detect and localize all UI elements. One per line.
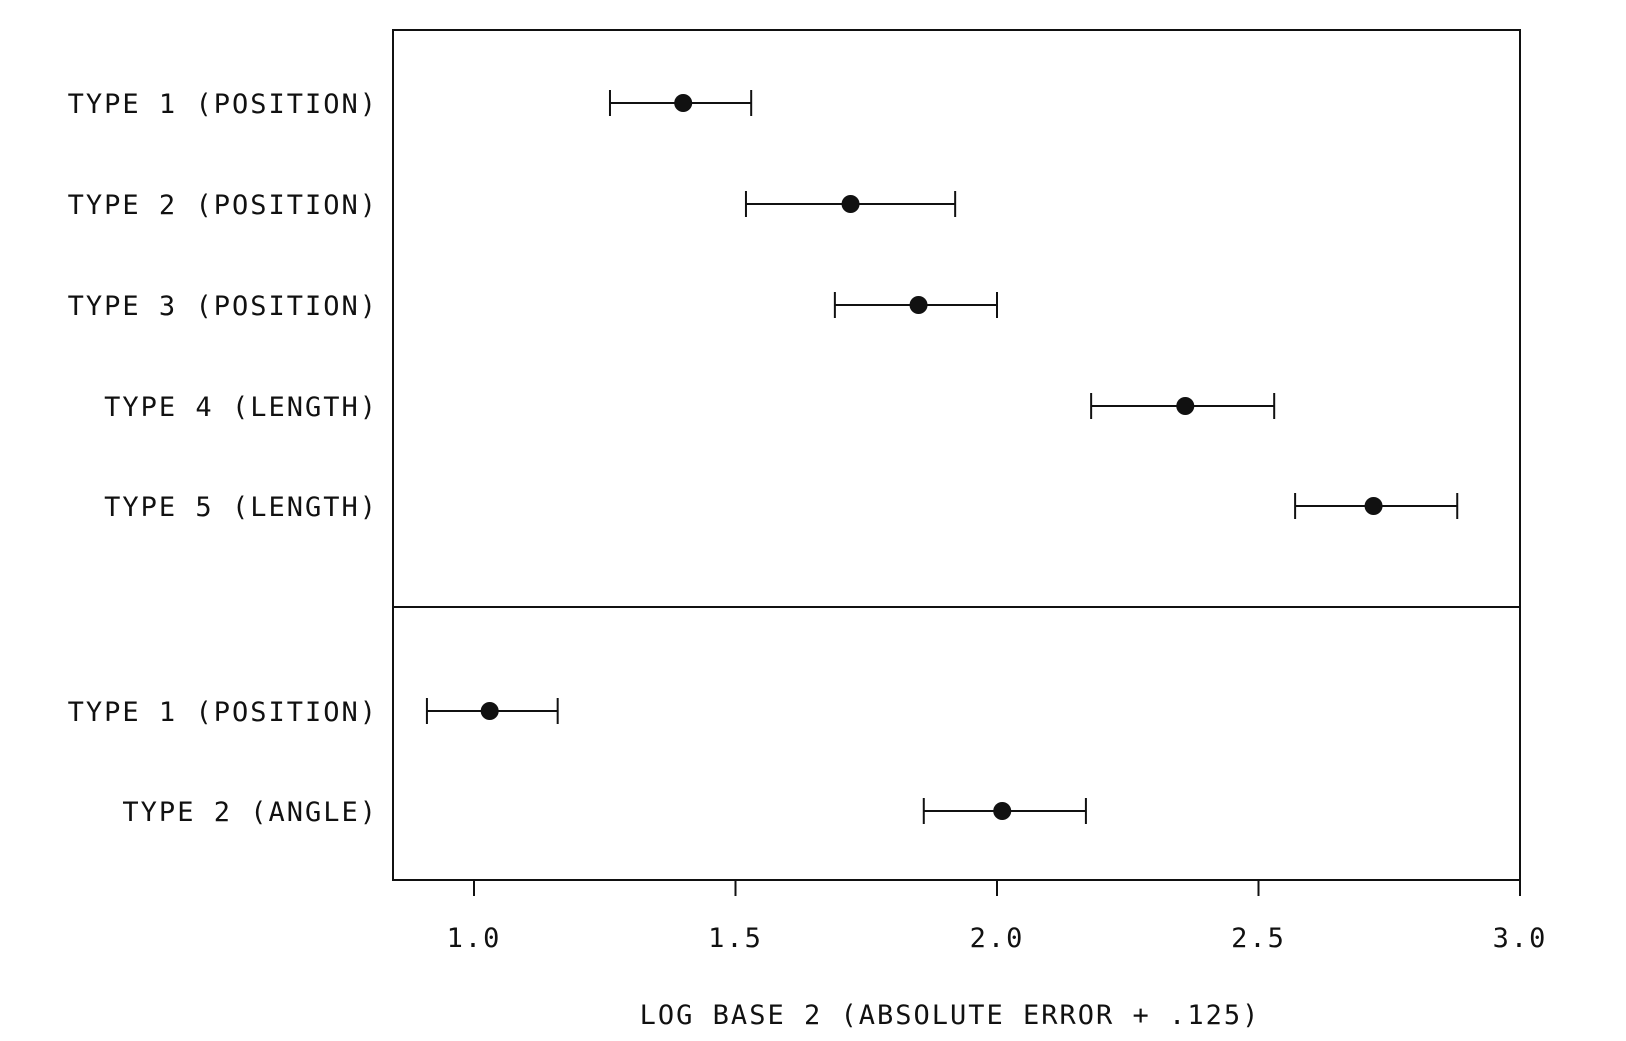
row-mark-p1-2: [744, 191, 957, 217]
x-tick-label: 2.5: [1231, 923, 1286, 954]
x-axis-label: LOG BASE 2 (ABSOLUTE ERROR + .125): [640, 1000, 1261, 1031]
plot-border: [392, 29, 1521, 881]
data-point: [1176, 397, 1195, 415]
category-label: TYPE 4 (LENGTH): [104, 392, 378, 423]
category-label: TYPE 5 (LENGTH): [104, 492, 378, 523]
data-point: [1364, 497, 1383, 515]
data-point: [674, 94, 693, 112]
category-label: TYPE 1 (POSITION): [68, 697, 378, 728]
x-tick-label: 1.5: [708, 923, 763, 954]
category-labels: TYPE 1 (POSITION) TYPE 2 (POSITION) TYPE 3…: [68, 89, 378, 828]
row-mark-p1-1: [608, 90, 753, 116]
data-point: [480, 702, 499, 720]
plot-marks: [425, 90, 1459, 824]
plot-frame: [392, 29, 1521, 881]
x-tick-label: 2.0: [970, 923, 1025, 954]
data-point: [841, 195, 860, 213]
category-label: TYPE 1 (POSITION): [68, 89, 378, 120]
category-label: TYPE 3 (POSITION): [68, 291, 378, 322]
x-tick-label: 3.0: [1493, 923, 1548, 954]
row-mark-p1-5: [1294, 493, 1459, 519]
row-mark-p1-3: [833, 292, 998, 318]
category-label: TYPE 2 (ANGLE): [122, 797, 378, 828]
row-mark-p2-1: [425, 698, 559, 724]
x-axis: 1.0 1.5 2.0 2.5 3.0: [447, 880, 1548, 954]
x-tick-label: 1.0: [447, 923, 502, 954]
row-mark-p2-2: [922, 798, 1087, 824]
data-point: [909, 296, 928, 314]
row-mark-p1-4: [1090, 393, 1276, 419]
category-label: TYPE 2 (POSITION): [68, 190, 378, 221]
data-point: [993, 802, 1012, 820]
